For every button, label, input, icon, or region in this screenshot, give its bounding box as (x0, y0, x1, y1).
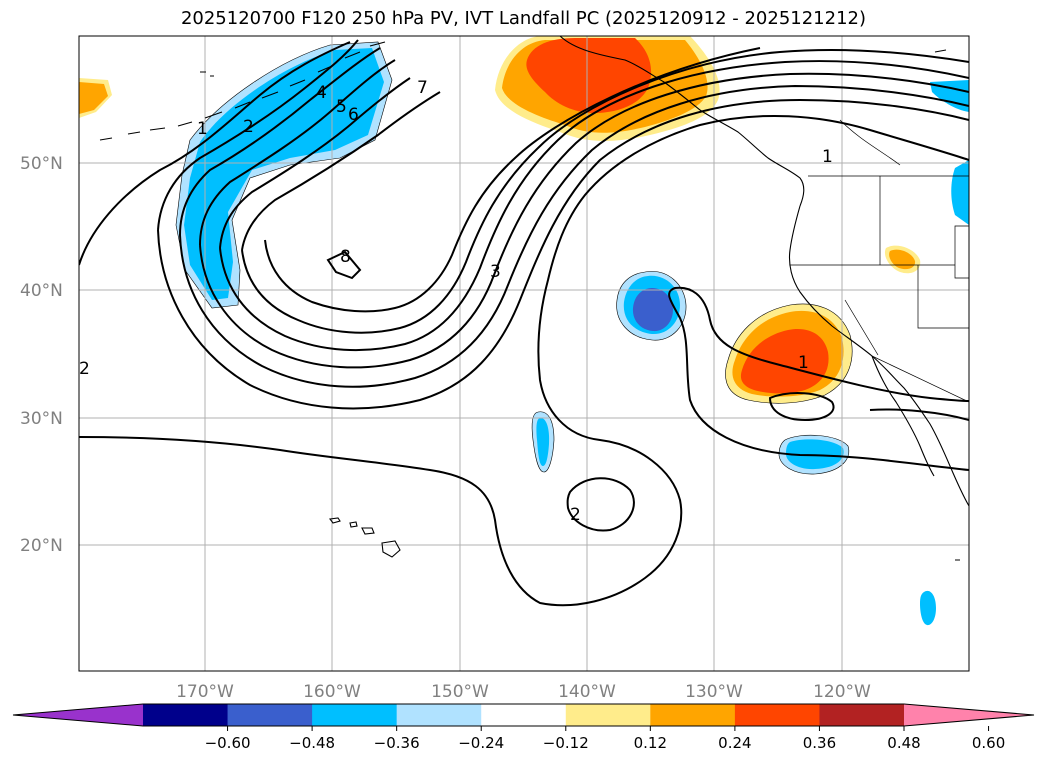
contour-label: 2 (570, 505, 581, 525)
contour-trough-4 (219, 60, 969, 352)
lon-label: 120°W (813, 682, 871, 702)
map-panel: 1 2 4 5 6 7 8 1 3 1 2 2 (79, 36, 969, 671)
lat-label: 50°N (20, 154, 63, 174)
coast-aleutians (99, 41, 386, 141)
contour-2 (157, 39, 359, 231)
contour-trough-outer (157, 98, 969, 410)
contour-1 (79, 41, 351, 266)
colorbar-tick-label: 0.60 (972, 734, 1005, 752)
contour-label: 7 (417, 78, 428, 98)
colorbar-tick-label: 0.12 (634, 734, 667, 752)
colorbar-tick-label: −0.60 (205, 734, 251, 752)
lat-label: 30°N (20, 409, 63, 429)
pos-blob-west-edge-core (79, 82, 108, 114)
lat-label: 20°N (20, 536, 63, 556)
neg-blob-east-edge (951, 160, 969, 225)
neg-blob-south-core (536, 417, 550, 466)
political-borders (790, 119, 969, 403)
contour-label: 5 (336, 97, 347, 117)
colorbar-tick-label: −0.48 (289, 734, 335, 752)
colorbar: −0.60 −0.48 −0.36 −0.24 −0.12 0.12 0.24 0.36 0.4… (12, 703, 1035, 752)
coast-bc (559, 36, 805, 207)
contour-label: 3 (490, 262, 501, 282)
colorbar-swatch (481, 704, 567, 726)
contour-4 (179, 47, 381, 236)
contour-label: 1 (822, 147, 833, 167)
contour-closed-8 (326, 250, 362, 280)
contour-label: 4 (316, 83, 327, 103)
contour-trough-5 (241, 48, 969, 334)
colorbar-swatch (650, 704, 736, 726)
contour-trough-2 (179, 84, 969, 388)
pos-blob-nevada-core (889, 249, 916, 270)
contour-6 (219, 77, 411, 249)
colorbar-extend-high (904, 704, 1034, 726)
colorbar-swatch (396, 704, 482, 726)
pos-blob-california-core (740, 328, 829, 394)
colorbar-tick-label: 0.48 (887, 734, 920, 752)
latitude-labels: 50°N 40°N 30°N 20°N (20, 154, 63, 556)
contour-southeast (869, 408, 969, 421)
contour-label: 2 (243, 117, 254, 137)
map-title: 2025120700 F120 250 hPa PV, IVT Landfall… (180, 8, 867, 29)
contour-baja-loop (768, 392, 835, 422)
lon-label: 160°W (303, 682, 361, 702)
lon-label: 170°W (176, 682, 234, 702)
colorbar-tick-label: −0.12 (543, 734, 589, 752)
neg-band-northwest-core (184, 48, 384, 300)
colorbar-swatch (734, 704, 820, 726)
shading-outlines (175, 41, 853, 475)
colorbar-swatch (565, 704, 651, 726)
contour-trough-3 (199, 72, 969, 369)
lon-label: 150°W (431, 682, 489, 702)
colorbar-tick-label: −0.36 (374, 734, 420, 752)
contour-label: 1 (798, 353, 809, 373)
contour-7 (241, 91, 441, 251)
contour-trough-inner (264, 47, 761, 313)
neg-blob-mexico (920, 590, 936, 626)
colorbar-tick-label: −0.24 (458, 734, 504, 752)
colorbar-swatch (143, 704, 229, 726)
longitude-labels: 170°W 160°W 150°W 140°W 130°W 120°W (176, 682, 871, 702)
lon-label: 140°W (558, 682, 616, 702)
contour-3 (79, 114, 969, 607)
contour-closed-2 (566, 477, 635, 532)
coast-baja (871, 355, 935, 477)
contour-label: 1 (197, 119, 208, 139)
colorbar-tick-label: 0.24 (718, 734, 751, 752)
pv-contours (79, 39, 969, 607)
neg-blob-central-core (632, 288, 673, 332)
lon-label: 130°W (685, 682, 743, 702)
contour-east-loop (668, 286, 969, 471)
contour-5 (199, 59, 396, 246)
colorbar-outline (12, 703, 1035, 727)
coast-hawaii (328, 517, 401, 558)
colorbar-swatch (819, 704, 905, 726)
contour-label: 2 (79, 359, 90, 379)
lat-label: 40°N (20, 281, 63, 301)
colorbar-swatch (312, 704, 398, 726)
colorbar-swatch (227, 704, 313, 726)
contour-label: 8 (340, 247, 351, 267)
colorbar-extend-low (13, 704, 143, 726)
contour-label: 6 (348, 105, 359, 125)
map-frame (78, 35, 970, 672)
colorbar-tick-label: 0.36 (803, 734, 836, 752)
contour-labels: 1 2 4 5 6 7 8 1 3 1 2 2 (79, 78, 833, 525)
